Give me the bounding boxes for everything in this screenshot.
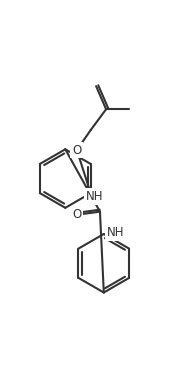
Text: NH: NH xyxy=(107,226,124,239)
Text: O: O xyxy=(72,143,82,157)
Text: O: O xyxy=(72,208,82,221)
Text: NH: NH xyxy=(86,190,103,203)
